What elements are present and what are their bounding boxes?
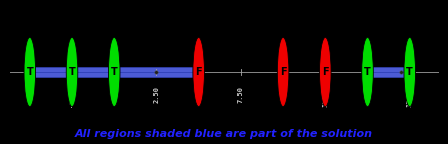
FancyBboxPatch shape <box>30 67 198 77</box>
Ellipse shape <box>362 37 373 107</box>
Text: 2.50: 2.50 <box>154 86 159 103</box>
Ellipse shape <box>66 37 78 107</box>
Text: T: T <box>111 67 118 77</box>
Ellipse shape <box>108 37 120 107</box>
Text: 0: 0 <box>111 86 117 90</box>
Ellipse shape <box>193 37 204 107</box>
Text: T: T <box>364 67 371 77</box>
Text: T: T <box>69 67 75 77</box>
Text: 5: 5 <box>196 86 202 90</box>
Text: 17.50: 17.50 <box>407 86 413 107</box>
FancyBboxPatch shape <box>367 67 410 77</box>
Ellipse shape <box>277 37 289 107</box>
Ellipse shape <box>404 37 416 107</box>
Text: T: T <box>406 67 413 77</box>
Ellipse shape <box>319 37 331 107</box>
Text: F: F <box>322 67 329 77</box>
Text: All regions shaded blue are part of the solution: All regions shaded blue are part of the … <box>75 129 373 139</box>
Text: T: T <box>26 67 33 77</box>
Text: 10: 10 <box>280 86 286 95</box>
Text: 7.50: 7.50 <box>238 86 244 103</box>
Text: F: F <box>280 67 286 77</box>
Ellipse shape <box>24 37 35 107</box>
Text: F: F <box>195 67 202 77</box>
Text: 12.50: 12.50 <box>322 86 328 107</box>
Text: 15: 15 <box>365 86 370 95</box>
Text: -5: -5 <box>27 86 33 95</box>
Text: -2.50: -2.50 <box>69 86 75 107</box>
